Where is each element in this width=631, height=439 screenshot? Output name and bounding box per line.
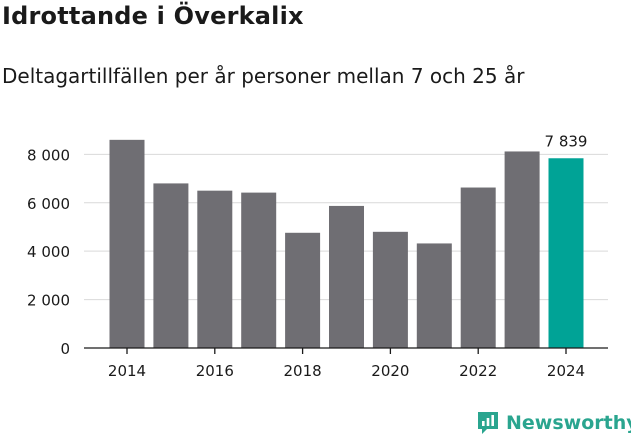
- x-tick-label: 2022: [459, 362, 497, 380]
- y-tick-label: 2 000: [27, 292, 70, 310]
- bar: [241, 192, 277, 348]
- highlighted-bar: [548, 158, 584, 348]
- y-tick-label: 8 000: [27, 146, 70, 164]
- y-tick-label: 0: [60, 340, 70, 358]
- x-tick-label: 2018: [284, 362, 322, 380]
- bar: [285, 232, 321, 348]
- y-tick-label: 4 000: [27, 243, 70, 261]
- x-tick-label: 2014: [108, 362, 146, 380]
- chart-subtitle: Deltagartillfällen per år personer mella…: [2, 64, 525, 88]
- newsworthy-icon: [478, 412, 498, 434]
- bar: [460, 187, 496, 348]
- bar: [329, 205, 364, 348]
- bar: [504, 151, 540, 348]
- y-tick-label: 6 000: [27, 195, 70, 213]
- x-tick-label: 2024: [547, 362, 585, 380]
- data-label: 7 839: [545, 132, 588, 150]
- bar: [372, 231, 408, 348]
- bar: [197, 190, 233, 348]
- x-tick-label: 2016: [196, 362, 234, 380]
- brand-name: Newsworthy: [506, 412, 631, 434]
- bar: [109, 139, 145, 348]
- bar: [153, 183, 189, 348]
- brand-logo: Newsworthy: [476, 408, 631, 438]
- bar: [416, 243, 452, 348]
- x-tick-label: 2020: [371, 362, 409, 380]
- chart-title: Idrottande i Överkalix: [2, 2, 304, 30]
